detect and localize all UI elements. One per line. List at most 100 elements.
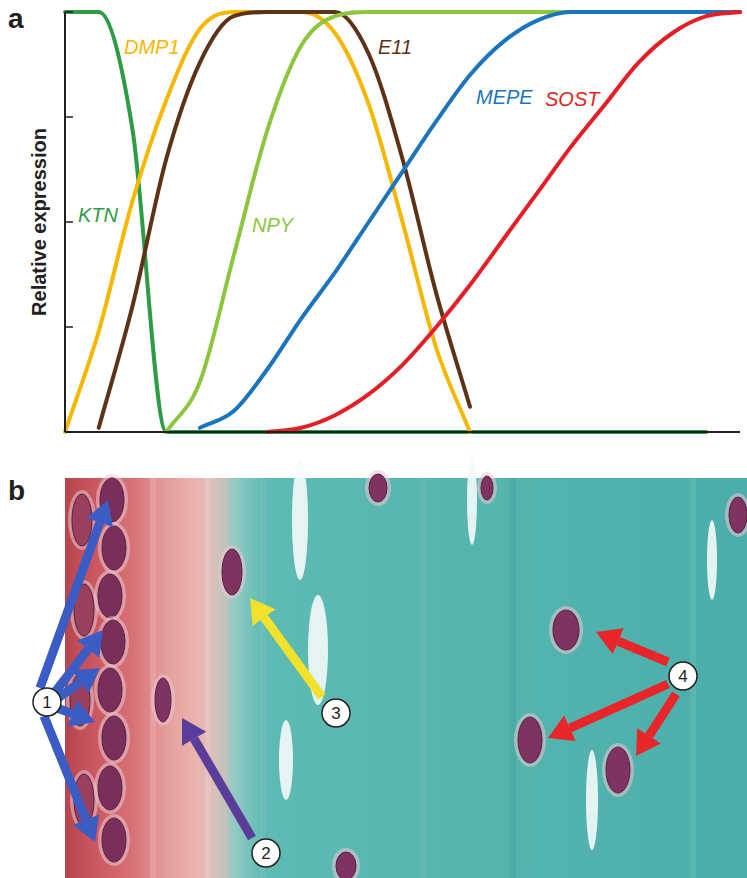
callout: 2	[182, 718, 280, 867]
callout-number: 2	[261, 844, 270, 863]
cell-halo	[725, 493, 747, 537]
cell-halo	[94, 762, 126, 814]
y-tick	[65, 116, 73, 118]
callout: 4	[548, 628, 697, 756]
y-tick	[65, 326, 73, 328]
series-label: KTN	[78, 204, 119, 226]
cell-halo	[514, 713, 546, 767]
series-label: E11	[378, 36, 412, 58]
cell	[102, 818, 126, 862]
texture-streak	[420, 478, 426, 878]
arrow-head	[548, 715, 576, 741]
cell-halo	[98, 814, 130, 866]
panel-a: Relative expression KTN DMP1 E11 NPY MEPE SOST	[28, 12, 740, 432]
series-line	[166, 12, 740, 432]
series-label: MEPE	[476, 86, 533, 108]
texture-streak	[260, 478, 266, 878]
crack	[586, 750, 598, 850]
cell	[155, 678, 171, 722]
cell	[102, 526, 126, 570]
arrow-shaft	[264, 617, 322, 697]
cell	[553, 610, 579, 650]
cell	[98, 668, 122, 712]
cell-halo	[477, 472, 497, 504]
panel-letter: a	[8, 3, 24, 34]
crack	[707, 520, 717, 600]
cell	[101, 620, 125, 664]
cell	[606, 747, 630, 793]
cell-halo	[98, 522, 130, 574]
arrow-head	[596, 628, 624, 654]
cells	[66, 470, 747, 878]
arrow-shaft	[649, 694, 676, 736]
series-line	[99, 12, 470, 428]
page: {"chart_data": {"type": "line", "ylabel"…	[0, 0, 747, 878]
crack	[292, 460, 308, 580]
callout-number: 1	[42, 693, 51, 712]
arrow-shaft	[618, 641, 668, 662]
cell-halo	[94, 664, 126, 716]
callout-circle	[252, 839, 280, 867]
panel-letter: b	[8, 475, 25, 506]
cell-halo	[94, 570, 126, 622]
panel-b: 1 2 3 4	[33, 455, 747, 878]
cell-halo	[602, 743, 634, 797]
y-tick	[65, 11, 73, 13]
texture	[150, 478, 696, 878]
cell-halo	[151, 674, 175, 726]
series-line	[65, 12, 706, 432]
cracks	[279, 455, 717, 850]
arrow-head	[250, 598, 275, 626]
lines	[65, 12, 740, 432]
micrograph-background	[65, 478, 747, 878]
cell-halo	[97, 616, 129, 668]
crack	[467, 455, 477, 545]
texture-streak	[150, 478, 156, 878]
cell	[98, 574, 122, 618]
x-axis-line	[65, 431, 740, 433]
series-line	[268, 12, 741, 432]
callout-number: 4	[678, 667, 687, 686]
arrow-shaft	[40, 523, 100, 688]
callout: 1	[33, 500, 113, 842]
arrow-head	[182, 718, 206, 746]
arrow-head	[68, 701, 95, 727]
series-label: NPY	[252, 214, 295, 236]
cell	[369, 474, 387, 502]
texture-streak	[205, 478, 211, 878]
cell	[222, 549, 242, 595]
arrow-shaft	[44, 716, 86, 820]
cell-halo	[365, 470, 391, 506]
arrow-head	[87, 500, 113, 527]
arrow-head	[636, 728, 661, 756]
callout-circle	[669, 662, 697, 690]
cell-halo	[218, 545, 246, 599]
callout-circle	[33, 688, 61, 716]
arrow-shaft	[194, 739, 252, 838]
texture-streak	[510, 478, 516, 878]
cell-halo	[98, 712, 130, 764]
y-tick	[65, 221, 73, 223]
crack	[279, 720, 293, 800]
figure: Relative expression KTN DMP1 E11 NPY MEPE SOST…	[0, 0, 747, 878]
cell	[102, 716, 126, 760]
cell	[518, 717, 542, 763]
cell	[336, 852, 356, 878]
cell-halo	[332, 848, 360, 878]
cell	[98, 766, 122, 810]
callout-number: 3	[331, 704, 340, 723]
arrow-head	[77, 630, 103, 658]
series-label: SOST	[545, 88, 601, 110]
y-axis-label: Relative expression	[28, 128, 50, 316]
cell-halo	[549, 606, 583, 654]
callout-circle	[322, 699, 350, 727]
callout: 3	[250, 598, 350, 727]
texture-streak	[222, 478, 228, 878]
series-label: DMP1	[124, 36, 180, 58]
cell	[729, 497, 747, 533]
cell	[481, 476, 493, 500]
arrow-head	[72, 668, 100, 693]
y-tick	[65, 431, 73, 433]
series-line	[200, 12, 740, 428]
arrow-shaft	[58, 682, 80, 698]
